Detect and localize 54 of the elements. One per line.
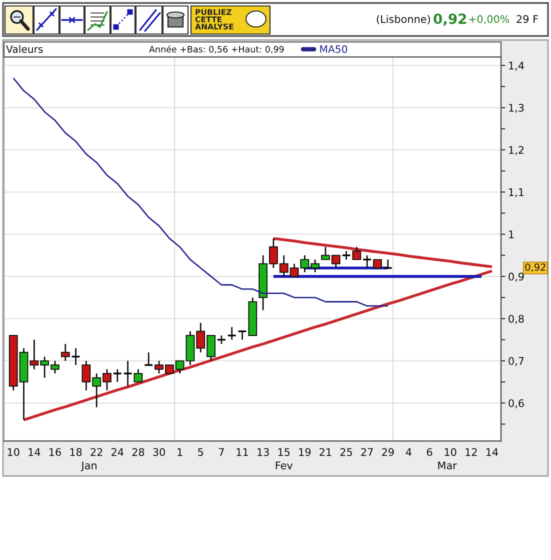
candlestick: [123, 360, 133, 387]
candlestick: [227, 326, 237, 340]
candlestick: [112, 368, 122, 383]
x-tick-label: 25: [340, 448, 352, 456]
y-tick-label: 1,4: [509, 62, 524, 71]
x-tick-label: 24: [112, 448, 124, 456]
x-tick-label: 28: [132, 448, 144, 456]
x-tick-label: 1: [178, 448, 182, 456]
x-tick-label: 6: [426, 448, 432, 456]
candlestick: [352, 246, 362, 260]
x-tick-label: 4: [406, 448, 412, 456]
text: Année +Bas: 0,56 +Haut: 0,99: [149, 45, 284, 54]
text: Mar: [438, 462, 457, 470]
candlestick: [383, 258, 393, 269]
x-tick-label: 18: [70, 448, 82, 456]
y-tick-label: 0,6: [508, 399, 524, 408]
candlestick: [134, 368, 143, 383]
x-tick-label: 14: [486, 448, 498, 456]
text: (Lisbonne): [376, 14, 430, 24]
legend-title: Valeurs: [6, 45, 43, 53]
x-tick-label: 11: [236, 448, 248, 456]
y-tick-label: 0,7: [508, 357, 524, 366]
y-tick-label: 1,2: [509, 146, 524, 156]
y-tick-label: 1,1: [509, 188, 524, 198]
line-series: [12, 77, 389, 307]
x-tick-label: 29: [382, 448, 394, 456]
y-tick-label: 1: [509, 230, 514, 238]
text: Fev: [276, 462, 293, 470]
x-tick-label: 10: [444, 448, 456, 456]
y-tick-label: 0,8: [508, 314, 524, 324]
candlestick: [144, 352, 154, 366]
text: Jan: [80, 462, 96, 472]
candlestick: [362, 254, 372, 269]
text: +0,00%: [469, 15, 510, 24]
x-tick-label: 30: [153, 448, 165, 456]
x-tick-label: 21: [320, 448, 332, 456]
y-tick-label: 1,3: [509, 104, 524, 113]
text: 0,92: [525, 263, 546, 272]
x-tick-label: 13: [258, 448, 269, 456]
text: 0,92: [434, 14, 466, 26]
legend-label: MA50: [320, 45, 348, 53]
x-tick-label: 7: [218, 448, 224, 456]
candlestick: [60, 343, 70, 362]
x-tick-label: 14: [28, 448, 40, 456]
x-tick-label: 19: [299, 448, 311, 456]
x-tick-label: 10: [8, 448, 20, 456]
x-tick-label: 5: [198, 448, 204, 456]
x-tick-label: 12: [466, 448, 477, 456]
x-tick-label: 15: [278, 448, 290, 456]
y-tick-label: 0,9: [508, 272, 524, 282]
x-tick-label: 27: [361, 448, 373, 456]
x-tick-label: 22: [90, 448, 102, 456]
x-tick-label: 16: [49, 448, 61, 456]
text: 29 F: [516, 15, 538, 24]
